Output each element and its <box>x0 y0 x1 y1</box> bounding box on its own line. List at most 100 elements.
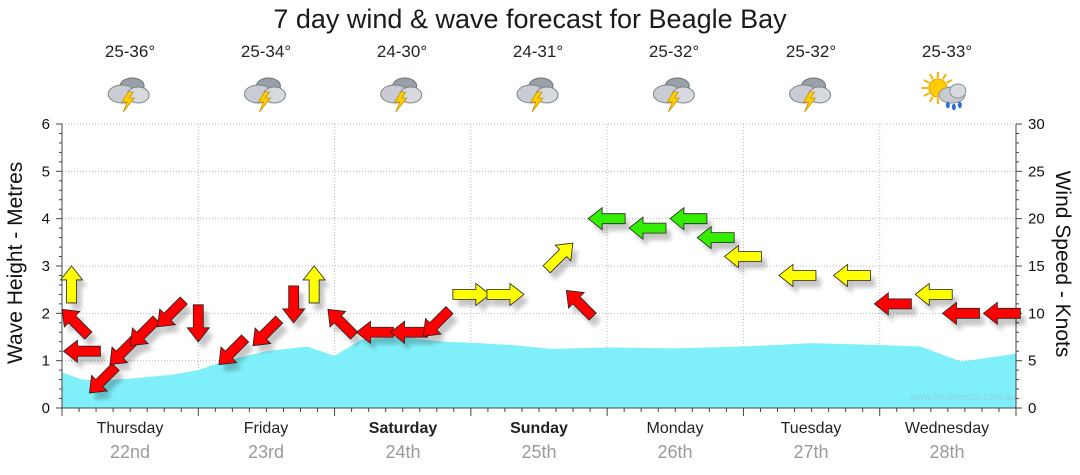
wind-arrows <box>59 206 1021 394</box>
sun-ray <box>923 92 930 97</box>
wave-height-area <box>62 337 1016 408</box>
wind-arrow-shadow <box>135 323 166 353</box>
day-date: 23rd <box>247 442 285 462</box>
temp-range: 25-36° <box>104 42 156 61</box>
wind-arrow <box>186 304 211 343</box>
lightning-bolt <box>530 91 544 113</box>
wind-arrow <box>327 308 359 340</box>
wind-arrow <box>88 362 120 394</box>
wind-arrow <box>587 206 626 231</box>
wind-arrow <box>565 289 597 321</box>
wind-arrow <box>302 265 326 304</box>
wind-arrow <box>542 242 574 274</box>
sun-ray <box>941 73 947 80</box>
y-left-tick-label: 0 <box>42 400 50 417</box>
rain-drop <box>957 101 962 109</box>
sun-ray <box>946 79 953 84</box>
y-right-tick-label: 10 <box>1028 305 1045 322</box>
thunderstorm-icon <box>380 77 423 113</box>
wind-arrow <box>628 216 667 240</box>
thunderstorm-icon <box>516 77 559 113</box>
wind-arrow <box>355 320 394 345</box>
sun-cloud-rain-icon <box>921 72 967 111</box>
day-date: 22nd <box>109 442 151 462</box>
wind-arrow <box>669 206 708 231</box>
day-name: Friday <box>243 420 289 437</box>
y-right-axis-label: Wind Speed - Knots <box>1051 170 1074 358</box>
wind-arrow <box>281 285 306 324</box>
wave-area <box>62 337 1016 408</box>
y-left-tick-label: 3 <box>42 258 50 275</box>
thunderstorm-icon <box>789 77 832 113</box>
wind-arrow <box>157 296 188 328</box>
temp-range: 25-32° <box>785 42 837 61</box>
y-right-tick-label: 25 <box>1028 163 1045 180</box>
y-left-axis-label: Wave Height - Metres <box>4 161 27 364</box>
y-left-tick-label: 5 <box>42 163 50 180</box>
wind-arrow <box>723 244 762 269</box>
wind-arrow <box>389 320 428 345</box>
y-right-tick-label: 15 <box>1028 258 1045 275</box>
sun-ray <box>928 96 934 103</box>
day-name: Wednesday <box>904 420 990 437</box>
wind-arrow <box>62 339 101 364</box>
wind-arrow <box>422 305 454 337</box>
day-name: Saturday <box>368 420 438 437</box>
thunderstorm-icon <box>107 77 150 113</box>
wind-arrow <box>696 225 735 250</box>
day-date: 28th <box>929 442 965 462</box>
y-left-tick-label: 4 <box>42 211 50 228</box>
day-date: 27th <box>793 442 829 462</box>
lightning-bolt <box>394 91 408 113</box>
y-right-tick-label: 5 <box>1028 353 1036 370</box>
day-name: Tuesday <box>780 420 842 437</box>
wind-arrow-shadow <box>257 323 288 353</box>
lightning-bolt <box>802 91 817 113</box>
wind-arrow <box>778 263 817 288</box>
wind-arrow <box>252 315 284 347</box>
wind-arrow <box>941 301 980 326</box>
wind-arrow <box>486 282 525 307</box>
day-date: 24th <box>385 442 421 462</box>
wind-arrow-shadow <box>428 313 459 344</box>
sun-ray <box>928 73 934 80</box>
wind-arrow <box>59 265 84 304</box>
y-left-tick-label: 1 <box>42 353 50 370</box>
lightning-bolt <box>257 91 272 113</box>
wind-arrow <box>218 334 250 366</box>
day-date: 25th <box>521 442 557 462</box>
y-left-tick-label: 2 <box>42 305 50 322</box>
sun-ray <box>923 79 930 84</box>
temp-range: 25-33° <box>921 42 973 61</box>
day-name: Monday <box>646 420 704 437</box>
wind-arrow <box>914 282 953 307</box>
lightning-bolt <box>666 91 681 113</box>
temp-range: 25-34° <box>240 42 292 61</box>
day-name: Sunday <box>510 420 568 437</box>
temp-range: 24-30° <box>376 42 428 61</box>
axes: 0 1 2 3 4 5 6 0 5 10 15 20 25 30 <box>42 116 1045 417</box>
wind-arrow <box>452 282 491 307</box>
temp-range: 24-31° <box>512 42 564 61</box>
lightning-bolt <box>121 91 135 113</box>
wind-arrow-shadow <box>223 341 254 372</box>
thunderstorm-icon <box>652 77 695 113</box>
weather-icons <box>107 72 967 113</box>
thunderstorm-icon <box>243 77 286 113</box>
wind-arrow <box>129 315 161 347</box>
watermark: www.seabreeze.com.au <box>909 392 1016 403</box>
y-right-tick-label: 30 <box>1028 116 1045 133</box>
y-right-tick-label: 0 <box>1028 400 1036 417</box>
y-left-tick-label: 6 <box>42 116 50 133</box>
wind-arrow-shadow <box>94 370 125 401</box>
wind-arrow <box>832 263 871 288</box>
rain-drop <box>951 103 956 111</box>
wind-arrow <box>982 301 1021 326</box>
day-name: Thursday <box>96 420 164 437</box>
rain-drop <box>945 101 950 109</box>
wind-arrow-shadow <box>162 304 193 334</box>
wind-arrow <box>873 292 912 316</box>
cloud <box>949 83 967 99</box>
day-date: 26th <box>657 442 693 462</box>
